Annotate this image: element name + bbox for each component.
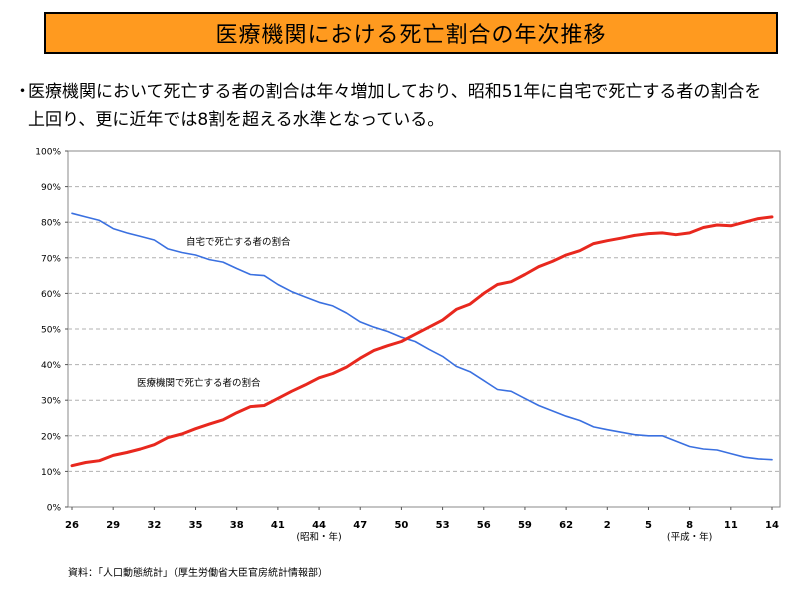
x-era-label: (平成・年) bbox=[667, 531, 712, 543]
x-tick-label: 53 bbox=[436, 520, 450, 531]
x-tick-label: 47 bbox=[353, 520, 367, 531]
source-note: 資料：「人口動態統計」（厚生労働省大臣官房統計情報部） bbox=[68, 568, 328, 579]
y-tick-label: 80% bbox=[41, 219, 61, 229]
x-tick-label: 44 bbox=[312, 520, 326, 531]
series-label-hospital: 医療機関で死亡する者の割合 bbox=[137, 377, 261, 389]
x-tick-label: 5 bbox=[645, 520, 652, 531]
summary-text: 医療機関において死亡する者の割合は年々増加しており、昭和51年に自宅で死亡する者… bbox=[28, 82, 762, 130]
x-tick-label: 11 bbox=[724, 520, 738, 531]
x-tick-label: 50 bbox=[394, 520, 408, 531]
y-tick-label: 100% bbox=[35, 148, 61, 158]
x-tick-label: 62 bbox=[559, 520, 573, 531]
y-tick-label: 20% bbox=[41, 432, 61, 442]
x-tick-label: 41 bbox=[271, 520, 285, 531]
x-tick-label: 14 bbox=[765, 520, 779, 531]
series-line-hospital bbox=[70, 215, 774, 468]
x-tick-label: 2 bbox=[604, 520, 611, 531]
x-tick-label: 8 bbox=[686, 520, 693, 531]
x-tick-label: 29 bbox=[106, 520, 120, 531]
series-label-home: 自宅で死亡する者の割合 bbox=[186, 236, 291, 248]
y-tick-label: 10% bbox=[41, 468, 61, 478]
x-tick-label: 35 bbox=[189, 520, 203, 531]
y-tick-label: 50% bbox=[41, 326, 61, 336]
y-tick-label: 0% bbox=[47, 504, 62, 514]
title-banner: 医療機関における死亡割合の年次推移 bbox=[44, 12, 778, 54]
x-tick-label: 59 bbox=[518, 520, 532, 531]
x-tick-label: 38 bbox=[230, 520, 244, 531]
x-tick-label: 56 bbox=[477, 520, 491, 531]
y-tick-label: 30% bbox=[41, 397, 61, 407]
bullet-marker: ・ bbox=[14, 82, 31, 102]
y-tick-label: 70% bbox=[41, 254, 61, 264]
x-era-label: (昭和・年) bbox=[296, 531, 341, 543]
y-tick-label: 40% bbox=[41, 361, 61, 371]
page-title: 医療機関における死亡割合の年次推移 bbox=[215, 23, 607, 48]
x-tick-label: 32 bbox=[147, 520, 161, 531]
series-line-home bbox=[71, 212, 773, 461]
y-tick-label: 60% bbox=[41, 290, 61, 300]
y-tick-label: 90% bbox=[41, 183, 61, 193]
x-tick-label: 26 bbox=[65, 520, 79, 531]
